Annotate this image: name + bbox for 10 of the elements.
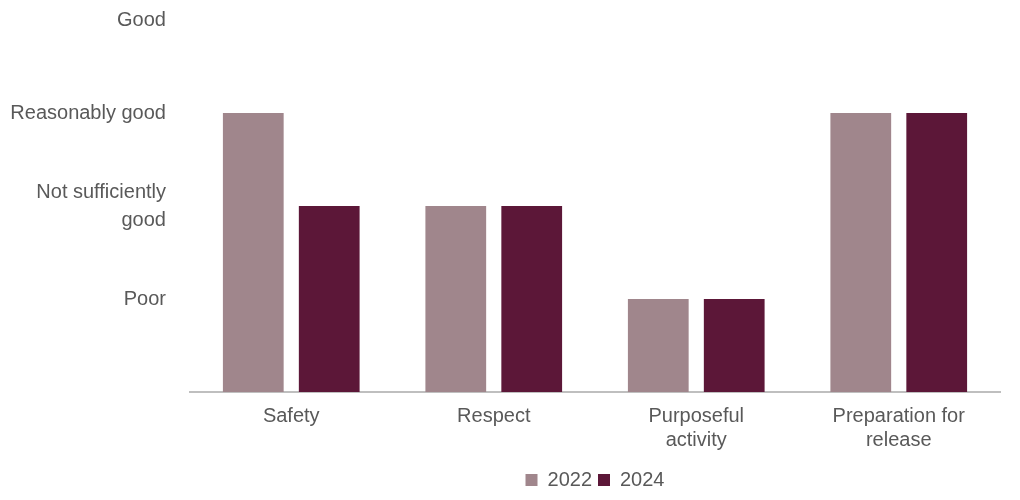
text: Poor [123,286,167,309]
x-tick-label: Respect [457,403,531,426]
legend-label: 2024 [620,467,665,490]
x-tick-label: Purposeful activity [648,403,745,450]
text: Good [117,7,166,30]
x-tick-label: Preparation for release [832,403,966,450]
text: Reasonably good [10,100,166,123]
text: Not sufficiently good [36,179,166,230]
x-tick-label: Safety [262,403,320,426]
legend-label: 2022 [547,467,593,490]
